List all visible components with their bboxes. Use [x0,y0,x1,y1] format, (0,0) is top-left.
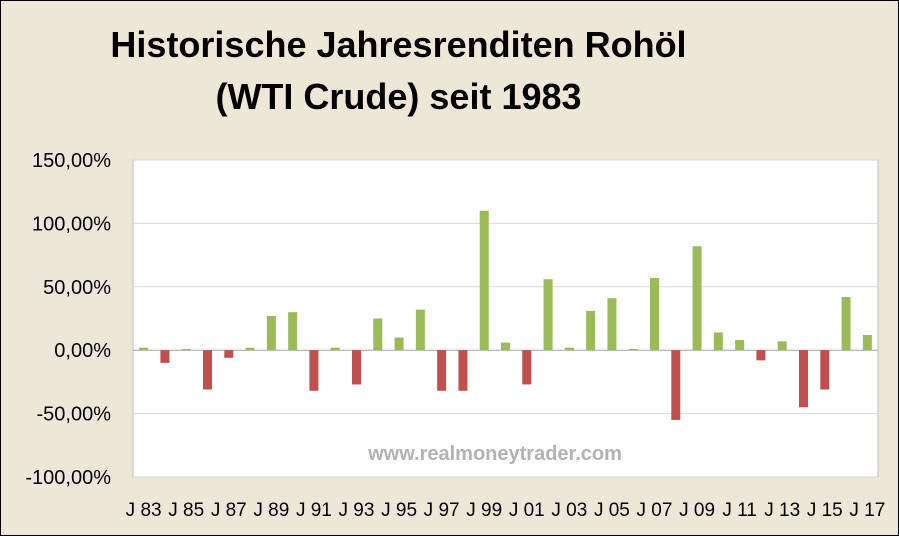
bar-2004 [586,310,596,351]
x-tick-label: J 17 [849,500,885,521]
y-tick-label: 0,00% [54,340,111,362]
bar-1986 [203,350,212,390]
bar-2005 [607,298,617,351]
bar-2013 [777,341,787,351]
bar-1983 [139,347,149,351]
x-tick-label: J 93 [339,500,375,521]
y-tick-label: -50,00% [37,404,112,426]
y-tick-label: 50,00% [43,277,111,299]
bar-2007 [650,277,659,351]
bar-2014 [799,350,808,408]
bar-2012 [756,350,766,361]
bar-1990 [288,312,298,351]
x-tick-label: J 95 [381,500,417,521]
x-tick-label: J 83 [126,500,162,521]
y-tick-label: -100,00% [25,467,111,489]
bar-2002 [543,279,553,351]
x-tick-label: J 89 [253,500,289,521]
bar-1996 [415,309,425,351]
bar-2011 [735,340,745,351]
bar-2010 [713,332,723,351]
bar-2016 [841,296,851,351]
bar-1993 [352,350,361,385]
bar-1995 [394,337,404,351]
bar-2015 [820,350,830,390]
x-tick-label: J 09 [679,500,715,521]
x-tick-label: J 05 [594,500,630,521]
bar-1999 [479,210,489,351]
bar-2009 [692,246,702,351]
x-tick-label: J 99 [466,500,502,521]
x-tick-label: J 97 [424,500,460,521]
x-tick-label: J 91 [296,500,332,521]
x-tick-label: J 07 [637,500,673,521]
bar-1998 [458,350,468,391]
bar-1985 [181,348,191,351]
chart-title-line-2: (WTI Crude) seit 1983 [215,76,582,117]
bar-1987 [224,350,234,358]
bar-2006 [628,348,638,351]
bar-1992 [330,347,340,351]
gridlines [133,159,878,478]
x-tick-label: J 87 [211,500,247,521]
bar-2000 [501,342,510,351]
y-tick-label: 150,00% [32,150,111,172]
bar-2001 [522,350,532,385]
bar-1989 [266,315,276,351]
bar-1984 [160,350,170,363]
x-tick-label: J 85 [168,500,204,521]
y-tick-label: 100,00% [32,213,111,235]
bar-1988 [245,347,255,351]
bar-2003 [564,347,574,351]
bar-1991 [309,350,319,391]
x-tick-label: J 11 [722,500,757,521]
bar-2008 [671,350,681,420]
bar-2017 [862,334,872,351]
x-tick-label: J 13 [764,500,800,521]
plot-area [132,159,879,478]
watermark-text: www.realmoneytrader.com [367,443,622,465]
bar-group [139,210,872,420]
chart-title: Historische Jahresrenditen Rohöl (WTI Cr… [1,19,796,123]
bar-1994 [373,318,383,351]
x-tick-label: J 15 [807,500,843,521]
bar-1997 [437,350,447,391]
chart-title-line-1: Historische Jahresrenditen Rohöl [110,24,687,65]
x-axis: J 83 J 85 J 87 J 89 J 91 J 93 J 95 J 97 J 99 J 01… [126,500,886,521]
x-tick-label: J 03 [551,500,587,521]
x-tick-label: J 01 [509,500,545,521]
y-axis: 150,00% 100,00% 50,00% 0,00% -50,00% -100,00% [25,150,111,489]
